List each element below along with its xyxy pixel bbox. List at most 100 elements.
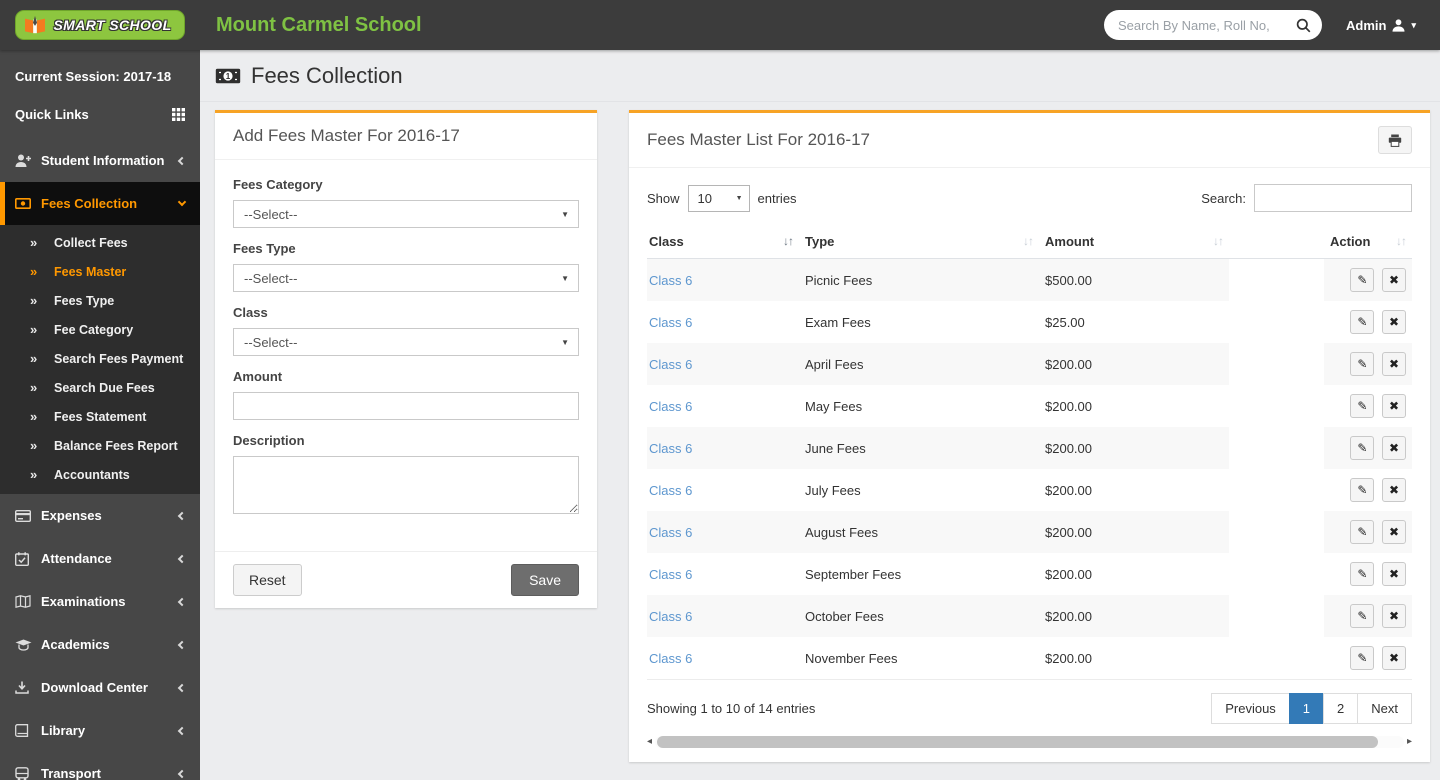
delete-button[interactable]: ✖	[1382, 478, 1406, 502]
amount-cell: $200.00	[1039, 343, 1229, 385]
sidebar-subitem-accountants[interactable]: » Accountants	[0, 460, 200, 489]
empty-cell	[1229, 511, 1324, 553]
class-link[interactable]: Class 6	[649, 608, 693, 624]
edit-button[interactable]: ✎	[1350, 436, 1375, 460]
amount-field[interactable]	[233, 392, 579, 420]
sidebar-subitem-fee-category[interactable]: » Fee Category	[0, 315, 200, 344]
fees-category-select[interactable]: --Select-- ▼	[233, 200, 579, 228]
edit-button[interactable]: ✎	[1350, 604, 1375, 628]
sidebar-subitem-search-due-fees[interactable]: » Search Due Fees	[0, 373, 200, 402]
grid-icon[interactable]	[172, 108, 185, 121]
edit-button[interactable]: ✎	[1350, 394, 1375, 418]
save-button[interactable]: Save	[511, 564, 579, 596]
page-2-button[interactable]: 2	[1323, 693, 1359, 724]
scroll-right-icon[interactable]: ▸	[1406, 735, 1412, 747]
edit-button[interactable]: ✎	[1350, 520, 1375, 544]
column-header-class[interactable]: ↓↑ Class	[647, 226, 799, 259]
sidebar-item-expenses[interactable]: Expenses	[0, 494, 200, 537]
column-header-action[interactable]: ↓↑ Action	[1324, 226, 1412, 259]
sidebar-item-label: Download Center	[41, 680, 148, 695]
global-search-input[interactable]	[1116, 16, 1297, 34]
edit-button[interactable]: ✎	[1350, 646, 1375, 670]
scrollbar-thumb[interactable]	[657, 735, 1378, 748]
select-value: --Select--	[244, 270, 298, 286]
next-page-button[interactable]: Next	[1357, 693, 1412, 724]
page-length-select[interactable]: 10 ▼	[687, 184, 750, 212]
class-link[interactable]: Class 6	[649, 482, 693, 498]
sidebar-item-label: Transport	[41, 766, 101, 780]
delete-button[interactable]: ✖	[1382, 394, 1406, 418]
sidebar-item-examinations[interactable]: Examinations	[0, 580, 200, 623]
table-row: Class 6 April Fees $200.00 ✎ ✖	[647, 343, 1412, 385]
fees-master-list-card: Fees Master List For 2016-17 Show	[629, 110, 1430, 762]
table-search-input[interactable]	[1254, 184, 1412, 212]
edit-button[interactable]: ✎	[1350, 562, 1375, 586]
class-link[interactable]: Class 6	[649, 272, 693, 288]
quick-links[interactable]: Quick Links	[0, 90, 200, 139]
table-row: Class 6 May Fees $200.00 ✎ ✖	[647, 385, 1412, 427]
delete-button[interactable]: ✖	[1382, 436, 1406, 460]
table-header-row: ↓↑ Class ↓↑ Type ↓↑ Amount	[647, 226, 1412, 259]
sidebar-item-library[interactable]: Library	[0, 709, 200, 752]
pencil-icon: ✎	[1357, 567, 1368, 581]
delete-button[interactable]: ✖	[1382, 268, 1406, 292]
app-name: SMART SCHOOL	[53, 17, 172, 33]
class-select[interactable]: --Select-- ▼	[233, 328, 579, 356]
app-logo[interactable]: SMART SCHOOL	[15, 10, 185, 40]
admin-menu[interactable]: Admin ▾	[1346, 18, 1416, 33]
delete-button[interactable]: ✖	[1382, 520, 1406, 544]
sidebar-item-download-center[interactable]: Download Center	[0, 666, 200, 709]
double-arrow-icon: »	[30, 467, 38, 482]
previous-page-button[interactable]: Previous	[1211, 693, 1290, 724]
class-link[interactable]: Class 6	[649, 356, 693, 372]
edit-button[interactable]: ✎	[1350, 310, 1375, 334]
sidebar-subitem-fees-statement[interactable]: » Fees Statement	[0, 402, 200, 431]
edit-button[interactable]: ✎	[1350, 352, 1375, 376]
delete-button[interactable]: ✖	[1382, 646, 1406, 670]
sidebar-item-attendance[interactable]: Attendance	[0, 537, 200, 580]
pagination: Previous 1 2 Next	[1211, 693, 1412, 724]
fees-type-select[interactable]: --Select-- ▼	[233, 264, 579, 292]
class-link[interactable]: Class 6	[649, 314, 693, 330]
description-field[interactable]	[233, 456, 579, 514]
print-button[interactable]	[1378, 126, 1412, 154]
page-1-button[interactable]: 1	[1288, 693, 1325, 724]
logo-book-icon	[23, 15, 47, 35]
table-row: Class 6 August Fees $200.00 ✎ ✖	[647, 511, 1412, 553]
column-header-amount[interactable]: ↓↑ Amount	[1039, 226, 1229, 259]
class-link[interactable]: Class 6	[649, 524, 693, 540]
class-link[interactable]: Class 6	[649, 398, 693, 414]
class-link[interactable]: Class 6	[649, 650, 693, 666]
sidebar-subitem-collect-fees[interactable]: » Collect Fees	[0, 228, 200, 257]
scroll-left-icon[interactable]: ◂	[647, 735, 653, 747]
empty-cell	[1229, 258, 1324, 301]
sidebar-subitem-balance-fees-report[interactable]: » Balance Fees Report	[0, 431, 200, 460]
type-cell: Exam Fees	[805, 314, 871, 330]
delete-button[interactable]: ✖	[1382, 352, 1406, 376]
class-link[interactable]: Class 6	[649, 566, 693, 582]
class-link[interactable]: Class 6	[649, 440, 693, 456]
delete-button[interactable]: ✖	[1382, 562, 1406, 586]
column-header-type[interactable]: ↓↑ Type	[799, 226, 1039, 259]
fees-table-body: Class 6 Picnic Fees $500.00 ✎ ✖ Class 6 …	[647, 258, 1412, 680]
sidebar-subitem-search-fees-payment[interactable]: » Search Fees Payment	[0, 344, 200, 373]
reset-button[interactable]: Reset	[233, 564, 302, 596]
sidebar-item-fees-collection[interactable]: Fees Collection	[0, 182, 200, 225]
calendar-check-icon	[15, 551, 41, 566]
chevron-left-icon	[177, 597, 187, 606]
sidebar-item-academics[interactable]: Academics	[0, 623, 200, 666]
sidebar-item-student-information[interactable]: Student Information	[0, 139, 200, 182]
edit-button[interactable]: ✎	[1350, 268, 1375, 292]
sidebar-subitem-fees-type[interactable]: » Fees Type	[0, 286, 200, 315]
close-icon: ✖	[1388, 609, 1400, 623]
double-arrow-icon: »	[30, 322, 38, 337]
search-icon[interactable]	[1296, 18, 1311, 33]
scrollbar-track[interactable]	[655, 735, 1404, 748]
edit-button[interactable]: ✎	[1350, 478, 1375, 502]
sidebar-item-transport[interactable]: Transport	[0, 752, 200, 780]
sidebar-subitem-fees-master[interactable]: » Fees Master	[0, 257, 200, 286]
delete-button[interactable]: ✖	[1382, 310, 1406, 334]
chevron-left-icon	[177, 769, 187, 778]
delete-button[interactable]: ✖	[1382, 604, 1406, 628]
chevron-left-icon	[177, 683, 187, 692]
